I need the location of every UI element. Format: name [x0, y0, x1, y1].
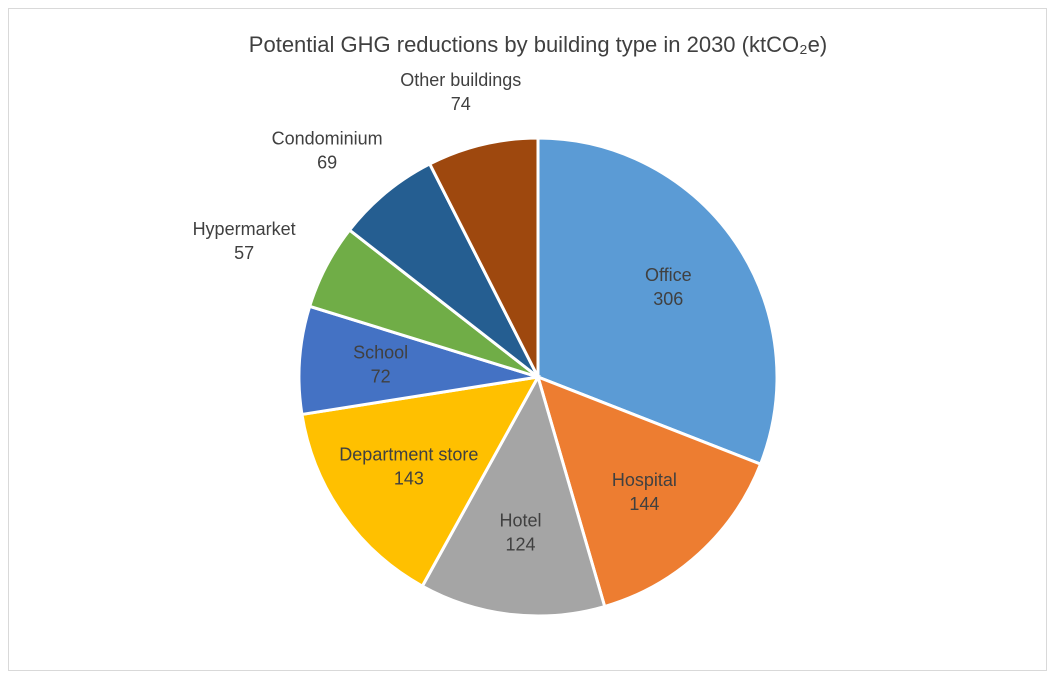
data-label-name: Hospital: [612, 470, 677, 490]
data-label-name: Other buildings: [400, 70, 521, 90]
data-label-value: 143: [394, 468, 424, 488]
pie-slice: [535, 374, 763, 609]
data-label-name: Hotel: [499, 511, 541, 531]
pie-slice: [420, 373, 607, 618]
data-label-value: 72: [371, 366, 391, 386]
data-label-value: 306: [653, 289, 683, 309]
data-label-value: 74: [451, 94, 471, 114]
pie-slice: [427, 136, 540, 378]
chart-title: Potential GHG reductions by building typ…: [249, 32, 827, 57]
data-label-value: 57: [234, 243, 254, 263]
data-label-name: Office: [645, 265, 692, 285]
data-label-value: 69: [317, 153, 337, 173]
pie-slice: [297, 304, 539, 417]
pie-slice: [300, 375, 541, 589]
data-label-value: 124: [505, 535, 535, 555]
data-label-name: Hypermarket: [193, 219, 296, 239]
data-label-name: Condominium: [272, 129, 383, 149]
pie-slice: [536, 136, 779, 467]
pie-slice: [347, 161, 540, 379]
data-label-name: Department store: [339, 444, 478, 464]
data-label-name: School: [353, 342, 408, 362]
data-label-value: 144: [629, 494, 659, 514]
